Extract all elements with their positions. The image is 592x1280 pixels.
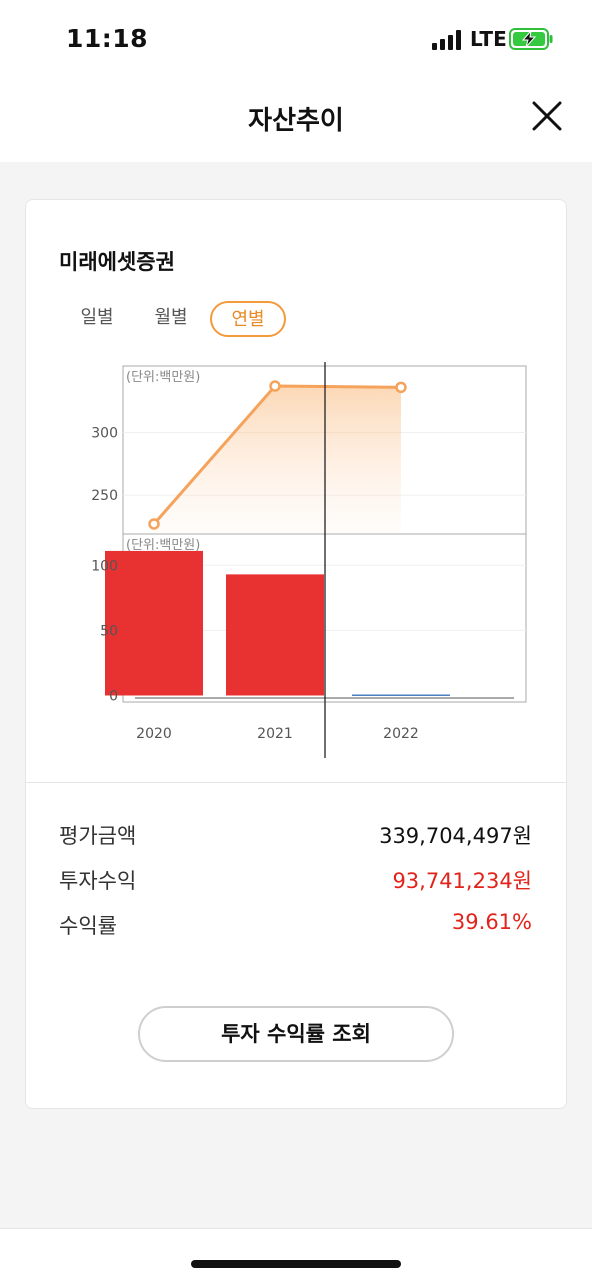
line-point xyxy=(395,381,407,394)
divider xyxy=(26,782,566,783)
line-unit-label: (단위:백만원) xyxy=(126,370,200,385)
tab-daily[interactable]: 일별 xyxy=(80,307,114,328)
bar xyxy=(352,694,450,696)
status-bar: 11:18 LTE xyxy=(0,0,592,80)
asset-chart: 250 300 0 50 100 2020 2021 2022 (단위:백만원) (단위:… xyxy=(91,362,527,758)
page-title: 자산추이 xyxy=(248,106,344,136)
signal-icon xyxy=(432,30,461,50)
xtick-label: 2020 xyxy=(136,726,172,742)
investment-return-label: 투자수익 xyxy=(59,869,137,893)
line-ytick-label: 250 xyxy=(91,488,118,504)
investment-return-value: 93,741,234원 xyxy=(392,869,532,893)
line-ytick-label: 300 xyxy=(91,425,118,441)
bar-ytick-label: 100 xyxy=(91,558,118,574)
header: 자산추이 xyxy=(0,80,592,162)
asset-card: 미래에셋증권 일별 월별 연별 250 300 0 50 100 2020 2021 20… xyxy=(25,199,567,1109)
bar-unit-label: (단위:백만원) xyxy=(126,538,200,553)
return-rate-label: 수익률 xyxy=(59,914,117,938)
home-indicator[interactable] xyxy=(191,1260,401,1268)
bar-ytick-label: 0 xyxy=(109,688,118,704)
company-name: 미래에셋증권 xyxy=(59,250,175,274)
return-rate-value: 39.61% xyxy=(451,910,532,934)
xtick-label: 2022 xyxy=(383,726,419,742)
battery-charging-icon xyxy=(509,28,553,50)
bar xyxy=(105,550,203,696)
line-point xyxy=(269,380,281,392)
xtick-label: 2021 xyxy=(257,726,293,742)
line-point xyxy=(148,518,160,530)
query-return-rate-button[interactable]: 투자 수익률 조회 xyxy=(138,1006,454,1062)
tab-yearly[interactable]: 연별 xyxy=(210,301,286,337)
bar xyxy=(226,574,324,696)
tab-monthly[interactable]: 월별 xyxy=(154,307,188,328)
line-area-fill xyxy=(154,386,401,534)
eval-amount-value: 339,704,497원 xyxy=(379,824,532,848)
bottom-bar xyxy=(0,1228,592,1280)
bar-ytick-label: 50 xyxy=(100,623,118,639)
status-time: 11:18 xyxy=(66,24,149,53)
close-icon[interactable] xyxy=(528,97,566,135)
network-type: LTE xyxy=(470,27,507,51)
eval-amount-label: 평가금액 xyxy=(59,824,137,848)
